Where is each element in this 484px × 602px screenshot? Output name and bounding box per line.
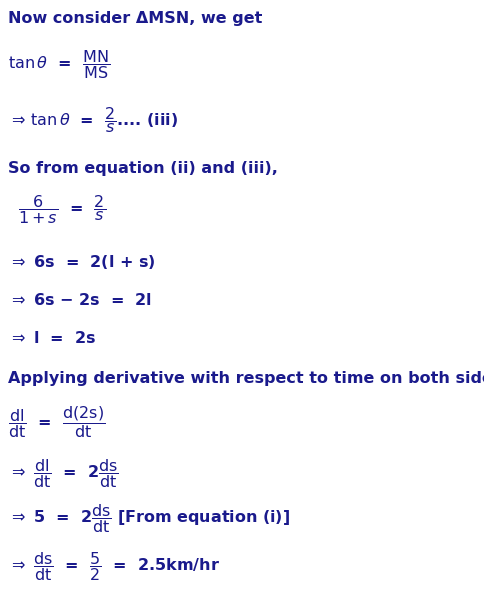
Text: $\dfrac{6}{1 + s}$  =  $\dfrac{2}{s}$: $\dfrac{6}{1 + s}$ = $\dfrac{2}{s}$ xyxy=(18,193,106,226)
Text: $\Rightarrow$ l  =  2s: $\Rightarrow$ l = 2s xyxy=(8,330,96,346)
Text: $\Rightarrow\,\mathrm{tan}\,\theta$  =  $\dfrac{2}{s}$.... (iii): $\Rightarrow\,\mathrm{tan}\,\theta$ = $\… xyxy=(8,105,178,135)
Text: So from equation (ii) and (iii),: So from equation (ii) and (iii), xyxy=(8,161,277,176)
Text: Now consider ΔMSN, we get: Now consider ΔMSN, we get xyxy=(8,10,262,25)
Text: $\Rightarrow$ 6s  =  2(l + s): $\Rightarrow$ 6s = 2(l + s) xyxy=(8,253,155,271)
Text: $\mathrm{tan}\,\theta$  =  $\dfrac{\mathrm{MN}}{\mathrm{MS}}$: $\mathrm{tan}\,\theta$ = $\dfrac{\mathrm… xyxy=(8,49,110,81)
Text: $\dfrac{\mathrm{dl}}{\mathrm{dt}}$  =  $\dfrac{\mathrm{d(2s)}}{\mathrm{dt}}$: $\dfrac{\mathrm{dl}}{\mathrm{dt}}$ = $\d… xyxy=(8,404,105,440)
Text: $\Rightarrow$ 5  =  2$\dfrac{\mathrm{ds}}{\mathrm{dt}}$ [From equation (i)]: $\Rightarrow$ 5 = 2$\dfrac{\mathrm{ds}}{… xyxy=(8,503,289,536)
Text: $\Rightarrow$ $\dfrac{\mathrm{ds}}{\mathrm{dt}}$  =  $\dfrac{5}{2}$  =  2.5km/hr: $\Rightarrow$ $\dfrac{\mathrm{ds}}{\math… xyxy=(8,550,220,583)
Text: $\Rightarrow$ $\dfrac{\mathrm{dl}}{\mathrm{dt}}$  =  2$\dfrac{\mathrm{ds}}{\math: $\Rightarrow$ $\dfrac{\mathrm{dl}}{\math… xyxy=(8,458,119,491)
Text: Applying derivative with respect to time on both sides we get,: Applying derivative with respect to time… xyxy=(8,370,484,385)
Text: $\Rightarrow$ 6s − 2s  =  2l: $\Rightarrow$ 6s − 2s = 2l xyxy=(8,292,151,308)
